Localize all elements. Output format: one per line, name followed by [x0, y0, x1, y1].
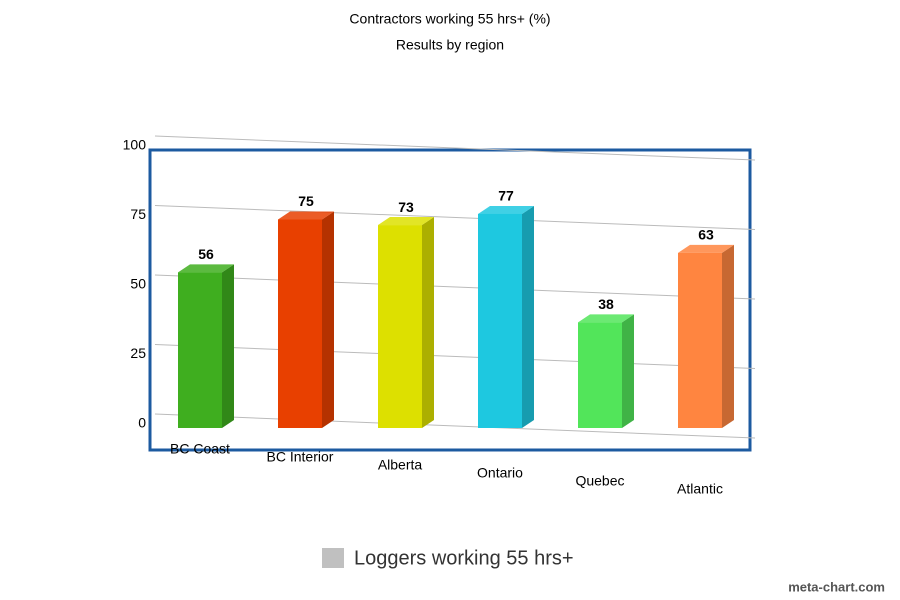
grid-line [154, 205, 756, 230]
bar [578, 322, 622, 428]
y-tick-label: 100 [123, 137, 147, 153]
bar-top [278, 211, 334, 220]
y-tick-label: 0 [138, 415, 146, 431]
x-tick-label: Alberta [378, 457, 423, 473]
bar-side [622, 314, 634, 428]
bar [378, 225, 422, 428]
grid-line [154, 135, 756, 161]
bar [178, 272, 222, 428]
y-tick-label: 75 [130, 206, 146, 222]
watermark: meta-chart.com [788, 579, 885, 594]
x-tick-label: Quebec [575, 473, 624, 489]
bar-top [378, 217, 434, 226]
legend-swatch [322, 548, 344, 568]
x-tick-label: BC Coast [170, 441, 230, 457]
bar [478, 213, 522, 428]
bar-side [222, 264, 234, 428]
x-tick-label: Atlantic [677, 481, 723, 497]
chart-title: Contractors working 55 hrs+ (%) [349, 11, 550, 27]
data-label: 77 [498, 188, 514, 204]
bar-top [678, 244, 734, 253]
grid-line [154, 413, 756, 439]
data-label: 75 [298, 193, 314, 209]
data-label: 56 [198, 246, 214, 262]
y-tick-label: 25 [130, 345, 146, 361]
data-label: 38 [598, 296, 614, 312]
bar-side [722, 244, 734, 428]
legend-label: Loggers working 55 hrs+ [354, 547, 574, 569]
data-label: 73 [398, 199, 414, 215]
bar-side [522, 205, 534, 428]
bar-side [422, 217, 434, 428]
grid-line [154, 274, 756, 300]
grid-line [154, 344, 756, 369]
data-label: 63 [698, 227, 714, 243]
bar-side [322, 211, 334, 428]
bar-top [578, 314, 634, 323]
bar [678, 252, 722, 428]
x-tick-label: BC Interior [267, 449, 334, 465]
bar-top [478, 205, 534, 214]
bar [278, 219, 322, 428]
bar-top [178, 264, 234, 273]
plot-frame [148, 148, 752, 452]
chart-subtitle: Results by region [396, 37, 504, 53]
y-tick-label: 50 [130, 276, 146, 292]
x-tick-label: Ontario [477, 465, 523, 481]
